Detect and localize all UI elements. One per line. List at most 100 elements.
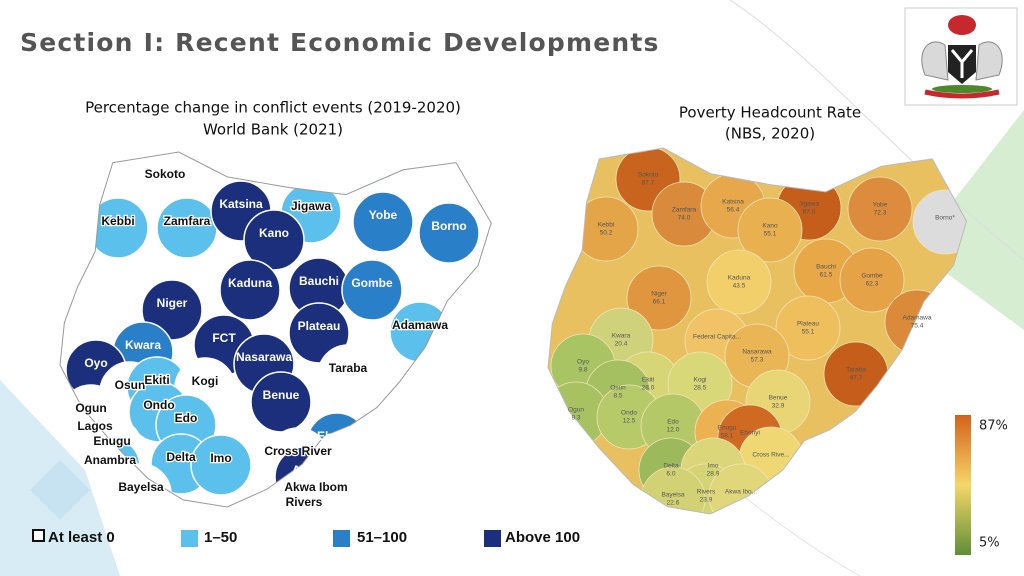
state-label: Delta [166, 450, 196, 464]
slide-title: Section I: Recent Economic Developments [20, 28, 660, 57]
state-label: Ebonyi [740, 430, 760, 437]
state-label: Edo [667, 419, 679, 426]
state-label: Plateau [298, 319, 341, 333]
deco-diamond [30, 460, 90, 520]
state-region [243, 209, 305, 271]
state-label: Bayelsa [661, 492, 685, 499]
state-label: Osun [610, 385, 626, 392]
state-label: Katsina [219, 197, 263, 211]
state-label: Ondo [621, 410, 637, 417]
state-label: Taraba [846, 367, 866, 374]
state-region [352, 191, 414, 253]
state-label: Abia [292, 463, 318, 477]
state-value: 9.8 [578, 367, 587, 374]
state-label: Kebbi [598, 222, 615, 229]
state-label: Lagos [77, 419, 113, 433]
state-label: Benue [769, 395, 788, 402]
state-label: Delta [663, 463, 679, 470]
state-label: Bayelsa [118, 480, 164, 494]
state-region [775, 295, 841, 361]
state-value: 28.5 [694, 385, 707, 392]
legend-swatch [181, 530, 198, 547]
map-caption: Poverty Headcount Rate [679, 104, 861, 122]
state-value: 8.5 [613, 393, 622, 400]
state-value: 32.9 [772, 403, 785, 410]
state-label: Gombe [861, 273, 883, 280]
state-label: Ogun [75, 401, 106, 415]
state-region [737, 197, 803, 263]
state-label: Yobe [873, 202, 888, 209]
state-label: Plateau [797, 321, 819, 328]
state-label: Kogi [693, 377, 706, 384]
deco-triangle [915, 110, 1024, 330]
legend-swatch [333, 530, 350, 547]
state-label: Ondo [143, 398, 174, 412]
legend-swatch [32, 529, 45, 542]
state-value: 20.4 [615, 341, 628, 348]
state-label: Adamawa [903, 315, 932, 322]
state-label: Cross River [264, 444, 332, 458]
scale-max-label: 87% [979, 419, 1008, 434]
state-label: Imo [210, 451, 231, 465]
state-label: Ekiti [642, 377, 654, 384]
state-label: Kaduna [228, 276, 272, 290]
state-label: Oyo [84, 356, 107, 370]
state-value: 87.7 [642, 180, 655, 187]
state-label: Kano [259, 226, 289, 240]
state-value: 12.5 [623, 418, 636, 425]
state-label: Niger [651, 291, 667, 298]
state-label: Kebbi [101, 214, 134, 228]
legend-label: 1–50 [204, 529, 237, 546]
country-border [59, 151, 492, 508]
state-label: Borno [431, 219, 466, 233]
deco-line [729, 0, 1024, 261]
state-label: Akwa Ibom [284, 480, 347, 494]
map-caption: Percentage change in conflict events (20… [85, 99, 461, 117]
state-value: 72.3 [874, 210, 887, 217]
state-value: 57.3 [751, 357, 764, 364]
coat-of-arms [904, 7, 1018, 106]
state-label: Jigawa [799, 201, 820, 208]
state-region [418, 202, 480, 264]
state-label: Kwara [125, 338, 161, 352]
state-label: Ebonyi [317, 429, 357, 443]
state-value: 9.3 [571, 415, 580, 422]
state-label: Enugu [718, 425, 737, 432]
state-label: Imo [708, 463, 719, 470]
state-label: Bauchi [816, 264, 836, 271]
state-label: Ogun [568, 407, 584, 414]
state-label: Enugu [93, 434, 130, 448]
state-value: 28.9 [707, 471, 720, 478]
conflict-map: Sokoto Kebbi Zamfara Katsina Jigawa Yobe Borno… [59, 151, 492, 510]
legend: At least 0 1–50 51–100 Above 100 [32, 529, 580, 547]
state-region [706, 249, 772, 315]
state-label: Sokoto [638, 172, 659, 179]
state-label: Niger [157, 296, 188, 310]
state-label: Akwa Ibo... [725, 489, 757, 496]
state-label: Anambra [84, 453, 136, 467]
state-fills [548, 148, 967, 514]
state-region [219, 259, 281, 321]
state-value: 55.1 [802, 329, 815, 336]
state-label: Yobe [369, 208, 398, 222]
legend-swatch [484, 530, 501, 547]
state-region [190, 434, 252, 496]
scale-min-label: 5% [979, 536, 1000, 551]
state-label: Jigawa [291, 199, 331, 213]
legend-label: 51–100 [357, 529, 407, 546]
state-label: Taraba [329, 361, 368, 375]
state-label: Adamawa [392, 318, 448, 332]
state-label: Cross Rive... [752, 452, 789, 459]
color-scale [955, 415, 971, 555]
state-value: 43.5 [733, 283, 746, 290]
state-region [317, 344, 379, 406]
state-region [626, 265, 692, 331]
state-value: 61.5 [820, 272, 833, 279]
poverty-map: Sokoto87.7Zamfara74.0Katsina56.4Jigawa87… [547, 147, 967, 515]
state-value: 55.1 [764, 231, 777, 238]
state-value: 12.0 [667, 427, 680, 434]
state-value: 87.0 [803, 209, 816, 216]
state-label: Gombe [351, 276, 393, 290]
state-label: Oyo [577, 359, 589, 366]
state-value: 22.6 [667, 500, 680, 507]
